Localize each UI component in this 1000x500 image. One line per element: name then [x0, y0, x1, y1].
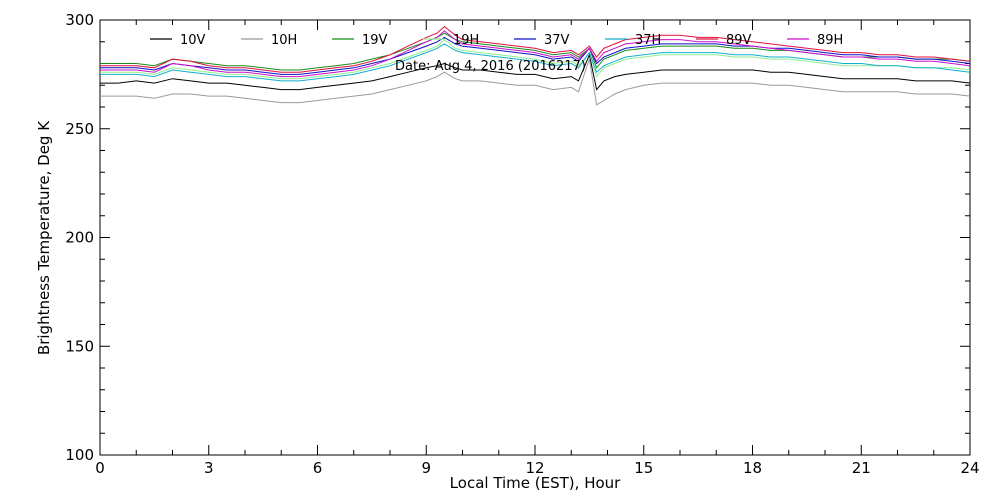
y-tick-label: 250 [65, 120, 94, 138]
legend-label-37h: 37H [635, 33, 661, 48]
series-line-89h [100, 30, 971, 78]
legend-label-89h: 89H [817, 33, 843, 48]
y-tick-label: 300 [65, 11, 94, 29]
series-line-37v [100, 36, 971, 75]
y-axis-ticks: 100 150 200 250 300 [65, 11, 970, 464]
x-tick-label: 24 [960, 459, 979, 477]
legend-label-10v: 10V [180, 33, 206, 48]
x-tick-label: 0 [95, 459, 105, 477]
x-tick-label: 15 [634, 459, 653, 477]
legend-label-89v: 89V [726, 33, 752, 48]
x-tick-label: 6 [313, 459, 323, 477]
x-tick-label: 12 [525, 459, 544, 477]
x-axis-title: Local Time (EST), Hour [450, 474, 621, 492]
y-tick-label: 150 [65, 337, 94, 355]
series-line-89v [100, 25, 971, 73]
series-lines [100, 25, 971, 106]
y-axis-title: Brightness Temperature, Deg K [35, 120, 53, 355]
y-tick-label: 200 [65, 229, 94, 247]
series-line-37h [100, 43, 971, 82]
legend-label-10h: 10H [271, 33, 297, 48]
legend-label-19h: 19H [453, 33, 479, 48]
x-tick-label: 18 [743, 459, 762, 477]
x-axis-ticks: 0 3 6 9 12 15 18 21 24 [95, 20, 980, 477]
legend-label-37v: 37V [544, 33, 570, 48]
series-line-10v [100, 53, 971, 91]
x-tick-label: 9 [421, 459, 431, 477]
date-annotation: Date: Aug 4, 2016 (2016217) [395, 59, 586, 74]
legend-label-19v: 19V [362, 33, 388, 48]
x-tick-label: 3 [204, 459, 214, 477]
series-line-19h [100, 38, 971, 80]
x-tick-label: 21 [852, 459, 871, 477]
series-line-10h [100, 58, 971, 106]
legend: 10V 10H 19V 19H 37V 37H 89V 89H [150, 33, 843, 48]
y-tick-label: 100 [65, 446, 94, 464]
